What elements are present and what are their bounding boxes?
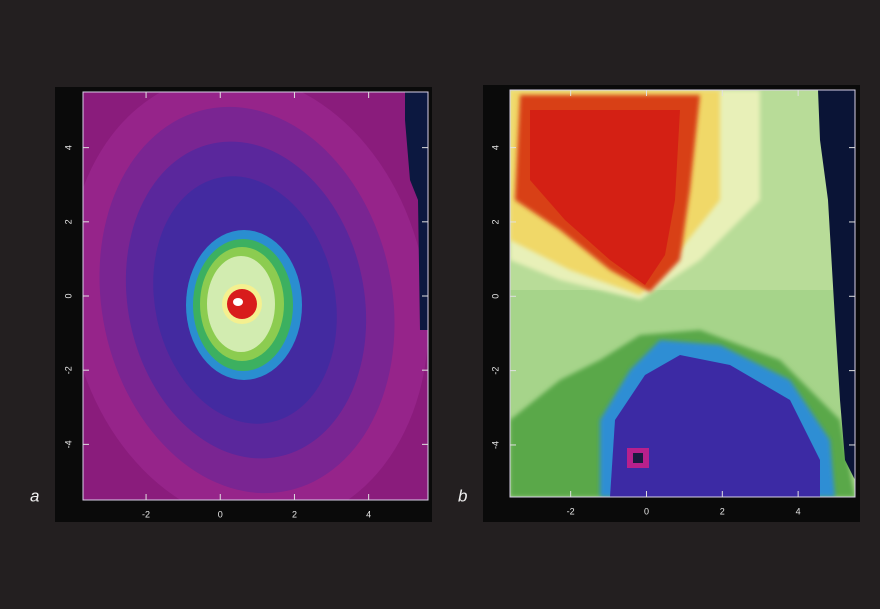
panel-label: b xyxy=(458,486,467,505)
y-tick-label: -4 xyxy=(63,440,73,448)
contour-map-b xyxy=(510,90,855,497)
y-tick-label: -2 xyxy=(490,367,500,375)
y-tick-label: 0 xyxy=(63,293,73,298)
y-tick-label: 2 xyxy=(63,219,73,224)
y-tick-label: 4 xyxy=(63,145,73,150)
x-tick-label: 0 xyxy=(644,506,649,516)
x-tick-label: 4 xyxy=(366,509,371,519)
y-tick-label: -4 xyxy=(490,441,500,449)
x-tick-label: -2 xyxy=(567,506,575,516)
x-tick-label: 4 xyxy=(796,506,801,516)
y-tick-label: -2 xyxy=(63,366,73,374)
y-tick-label: 0 xyxy=(490,294,500,299)
x-tick-label: 2 xyxy=(720,506,725,516)
plot-border xyxy=(509,89,856,498)
x-tick-label: 2 xyxy=(292,509,297,519)
y-tick-label: 4 xyxy=(490,145,500,150)
contour-map-a xyxy=(83,92,428,500)
y-tick-label: 2 xyxy=(490,219,500,224)
x-tick-label: -2 xyxy=(142,509,150,519)
x-tick-label: 0 xyxy=(218,509,223,519)
panel-label: a xyxy=(30,486,39,505)
